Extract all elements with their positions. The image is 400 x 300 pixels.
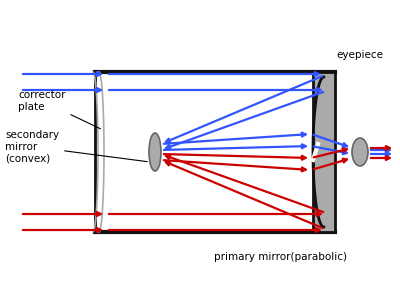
Text: corrector
plate: corrector plate [18, 90, 100, 129]
Bar [313, 72, 335, 232]
Text: eyepiece: eyepiece [336, 50, 384, 60]
Ellipse shape [149, 133, 161, 171]
Text: secondary
mirror
(convex): secondary mirror (convex) [5, 130, 147, 163]
Ellipse shape [352, 138, 368, 166]
Text: primary mirror(parabolic): primary mirror(parabolic) [214, 252, 346, 262]
